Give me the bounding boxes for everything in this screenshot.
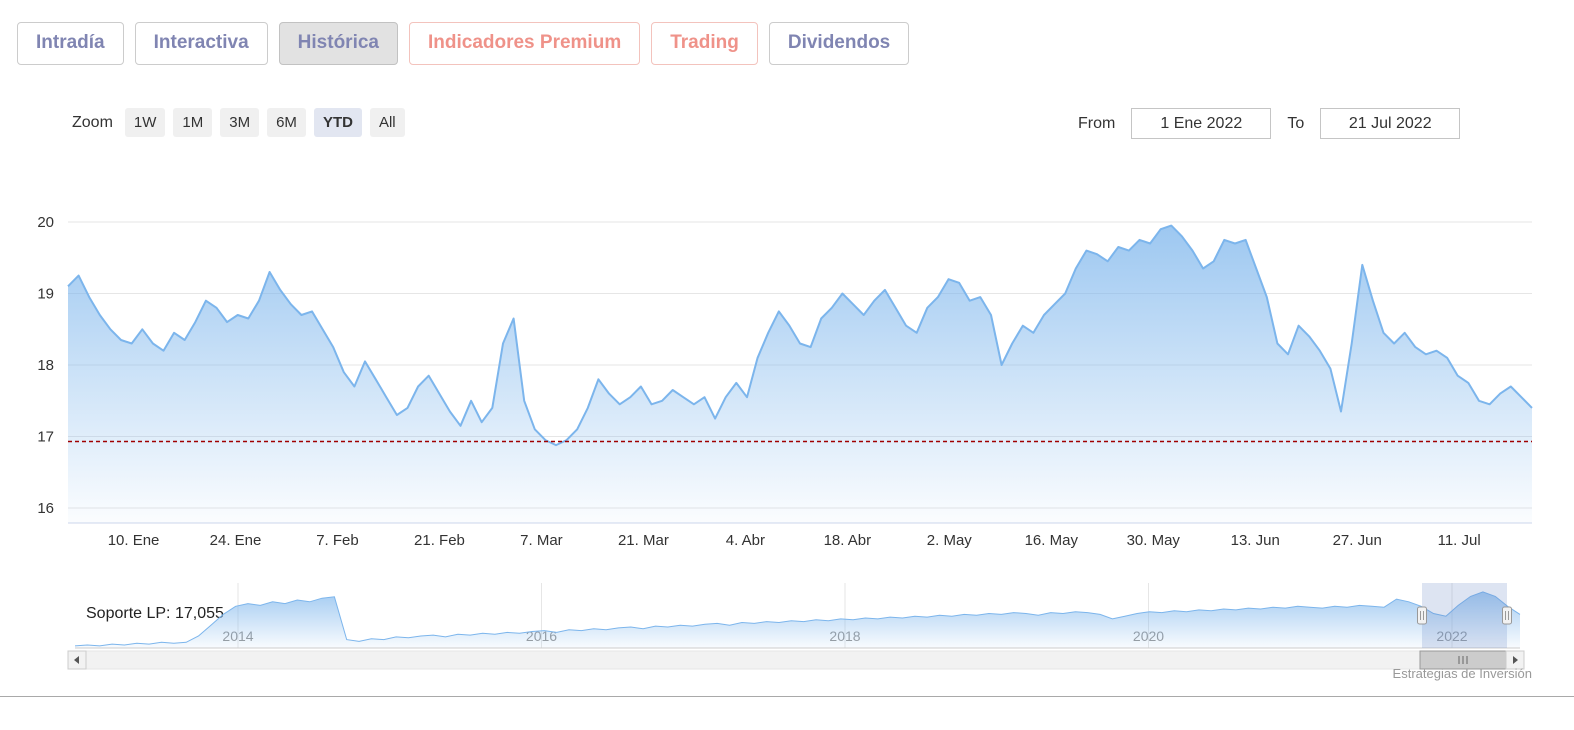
tab-intradia[interactable]: Intradía (17, 22, 124, 65)
x-axis-label: 11. Jul (1438, 532, 1481, 549)
zoom-button-ytd[interactable]: YTD (313, 108, 362, 137)
price-area-fill (68, 225, 1532, 523)
scrollbar-track[interactable] (85, 650, 1507, 670)
y-axis-label: 16 (37, 500, 54, 517)
tab-historica[interactable]: Histórica (278, 22, 398, 65)
x-axis-label: 18. Abr (824, 532, 872, 549)
x-axis-label: 10. Ene (108, 532, 160, 549)
x-axis-label: 30. May (1127, 532, 1181, 549)
price-line (67, 224, 1533, 447)
navigator-svg: 20142016201820202022 (67, 583, 1525, 670)
y-axis-label: 17 (37, 429, 54, 446)
x-axis-label: 27. Jun (1333, 532, 1382, 549)
scrollbar-arrow-icon (74, 656, 79, 664)
tab-indicadores-premium[interactable]: Indicadores Premium (408, 22, 641, 65)
zoom-button-1m[interactable]: 1M (173, 108, 213, 137)
navigator-handle-left[interactable] (1417, 606, 1427, 625)
tab-trading[interactable]: Trading (651, 22, 758, 65)
zoom-button-1w[interactable]: 1W (124, 108, 166, 137)
from-date-input[interactable] (1131, 108, 1272, 139)
to-date-input[interactable] (1320, 108, 1461, 139)
x-axis-label: 7. Mar (520, 532, 563, 549)
x-axis-label: 13. Jun (1231, 532, 1280, 549)
zoom-button-6m[interactable]: 6M (267, 108, 306, 137)
zoom-button-3m[interactable]: 3M (220, 108, 260, 137)
scrollbar-arrow-right[interactable] (1505, 650, 1525, 670)
navigator[interactable]: 20142016201820202022 (0, 583, 1574, 675)
x-axis-label: 2. May (927, 532, 973, 549)
price-chart[interactable]: 16 17 18 19 20 10. Ene 24. Ene 7. Feb 21. Feb 7. … (0, 185, 1574, 622)
price-chart-svg: 16 17 18 19 20 10. Ene 24. Ene 7. Feb 21. Feb 7. … (37, 214, 1533, 549)
credits-label: Estrategias de Inversión (1392, 666, 1532, 681)
scrollbar-arrow-icon (1513, 656, 1518, 664)
x-axis-label: 7. Feb (316, 532, 359, 549)
navigator-handle-right[interactable] (1502, 606, 1512, 625)
support-line-label: Soporte LP: 17,055 (86, 605, 224, 622)
zoom-controls: Zoom 1W 1M 3M 6M YTD All (72, 108, 405, 137)
bottom-divider (0, 696, 1574, 697)
y-axis-label: 18 (37, 357, 54, 374)
from-label: From (1078, 114, 1116, 132)
scrollbar-arrow-left[interactable] (67, 650, 87, 670)
y-axis-label: 19 (37, 286, 54, 303)
tab-bar: Intradía Interactiva Histórica Indicador… (17, 22, 910, 65)
x-axis-label: 21. Feb (414, 532, 465, 549)
y-axis-label: 20 (37, 214, 54, 231)
x-axis-label: 21. Mar (618, 532, 669, 549)
x-axis-label: 4. Abr (726, 532, 765, 549)
nav-line (74, 591, 1521, 647)
x-axis-label: 24. Ene (210, 532, 262, 549)
zoom-button-all[interactable]: All (369, 108, 405, 137)
zoom-label: Zoom (72, 113, 113, 131)
tab-dividendos[interactable]: Dividendos (768, 22, 910, 65)
x-axis-label: 16. May (1025, 532, 1079, 549)
navigator-selection[interactable] (1422, 583, 1507, 648)
date-range-controls: From To (1078, 108, 1461, 139)
to-label: To (1287, 114, 1305, 132)
chart-toolbar: Zoom 1W 1M 3M 6M YTD All From To (0, 108, 1574, 140)
tab-interactiva[interactable]: Interactiva (134, 22, 268, 65)
nav-area-fill (75, 591, 1520, 648)
